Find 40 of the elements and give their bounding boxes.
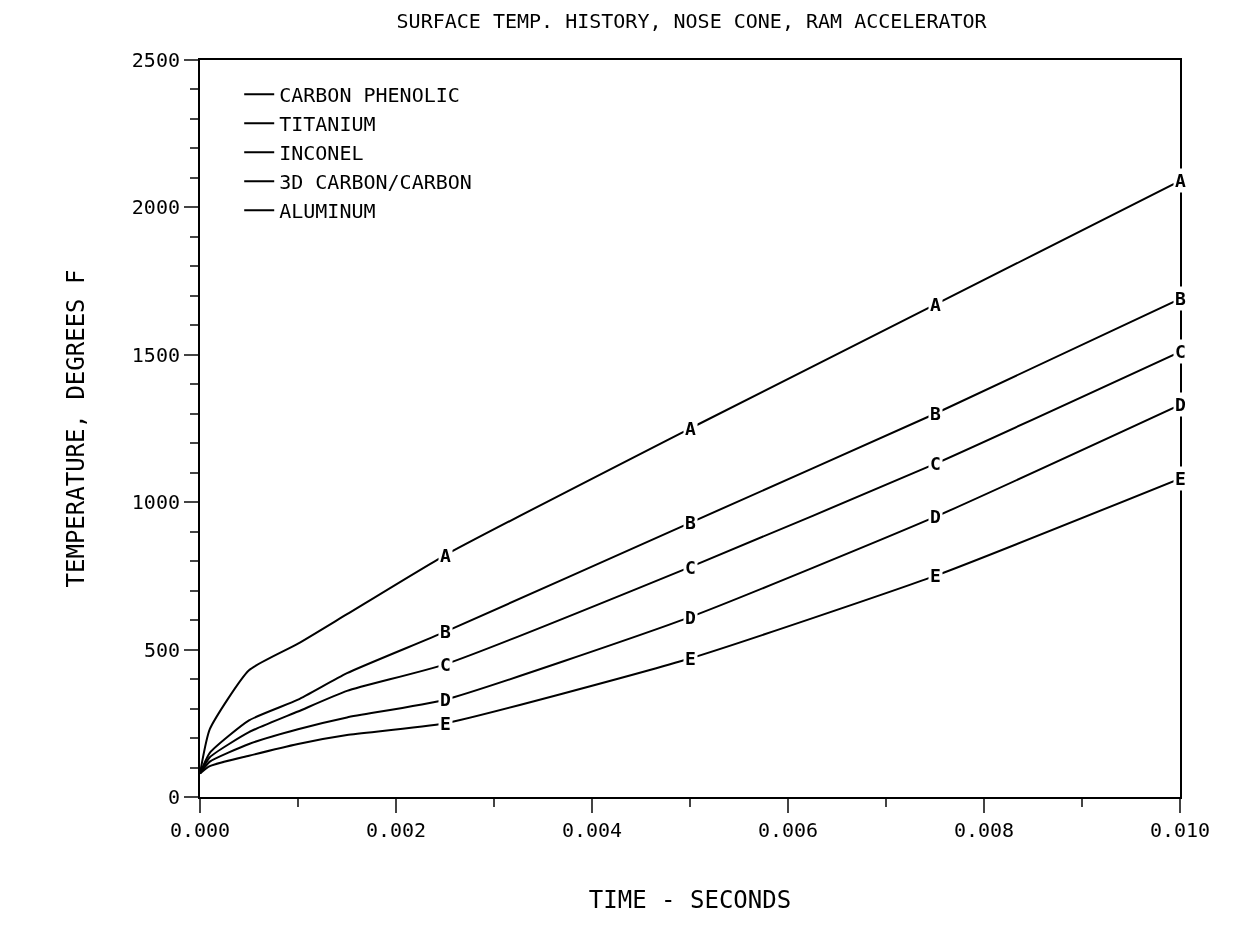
annotation: E	[930, 565, 941, 586]
chart-title: SURFACE TEMP. HISTORY, NOSE CONE, RAM ACCELERATOR	[396, 9, 988, 34]
x-tick-label: 0.010	[1149, 818, 1211, 842]
x-tick-label: 0.000	[169, 818, 231, 842]
annotation: B	[930, 403, 941, 424]
y-tick-label: 1000	[131, 490, 180, 515]
y-tick-label: 2000	[131, 195, 180, 220]
annotation: B	[440, 621, 451, 642]
x-tick-label: 0.008	[953, 818, 1015, 842]
annotation: B	[685, 512, 696, 533]
legend-label: CARBON PHENOLIC	[279, 83, 460, 108]
annotation: D	[1175, 394, 1186, 415]
x-axis-title: TIME - SECONDS	[588, 885, 792, 914]
y-axis-title: TEMPERATURE, DEGREES F	[62, 269, 91, 588]
annotation: E	[1175, 468, 1186, 489]
legend-label: 3D CARBON/CARBON	[279, 170, 472, 195]
y-tick-label: 1500	[131, 342, 180, 367]
annotation: A	[1175, 170, 1186, 191]
x-tick-label: 0.004	[561, 818, 623, 842]
y-tick-label: 500	[143, 637, 180, 662]
annotation: A	[685, 418, 696, 439]
legend-label: TITANIUM	[279, 112, 376, 137]
legend-label: ALUMINUM	[279, 199, 376, 224]
annotation: D	[685, 607, 696, 628]
annotation: C	[440, 654, 451, 675]
annotation: C	[685, 557, 696, 578]
x-tick-label: 0.002	[365, 818, 427, 842]
y-tick-label: 0	[167, 785, 180, 809]
annotation: D	[930, 506, 941, 527]
annotation: C	[1175, 341, 1186, 362]
annotation: D	[440, 689, 451, 710]
annotation: B	[1175, 288, 1186, 309]
legend-label: INCONEL	[279, 141, 364, 166]
y-tick-label: 2500	[131, 48, 180, 72]
annotation: E	[685, 648, 696, 669]
annotation: A	[440, 545, 451, 566]
annotation: A	[930, 294, 941, 315]
annotation: C	[930, 453, 941, 474]
x-tick-label: 0.006	[757, 818, 819, 842]
annotation: E	[440, 713, 451, 734]
